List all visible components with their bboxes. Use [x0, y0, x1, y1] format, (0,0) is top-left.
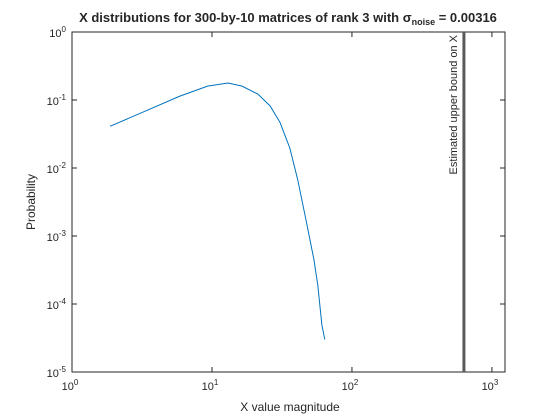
y-tick-label: 10-2: [47, 161, 67, 176]
tick-exponent: 0: [62, 25, 67, 34]
tick-base: 10: [342, 381, 354, 393]
tick-base: 10: [47, 164, 59, 176]
tick-exponent: 3: [494, 378, 499, 387]
tick-base: 10: [47, 232, 59, 244]
y-tick-label: 10-5: [47, 365, 67, 380]
x-axis-label: X value magnitude: [240, 400, 340, 414]
tick-base: 10: [47, 300, 59, 312]
plot-area: [71, 31, 506, 373]
tick-base: 10: [47, 96, 59, 108]
chart-title: X distributions for 300-by-10 matrices o…: [79, 10, 497, 27]
tick-exponent: 0: [74, 378, 79, 387]
title-subscript: noise: [412, 17, 436, 27]
tick-base: 10: [47, 368, 59, 380]
y-tick-label: 100: [49, 25, 66, 40]
y-tick-label: 10-4: [47, 297, 67, 312]
x-tick-label: 103: [482, 378, 499, 393]
tick-exponent: -3: [59, 229, 67, 238]
tick-exponent: -2: [59, 161, 67, 170]
x-tick-label: 100: [62, 378, 79, 393]
tick-exponent: -4: [59, 297, 67, 306]
data-line: [109, 82, 326, 340]
reference-label: Estimated upper bound on X: [448, 34, 460, 174]
tick-exponent: -5: [59, 365, 67, 374]
tick-base: 10: [202, 381, 214, 393]
tick-base: 10: [482, 381, 494, 393]
x-tick-label: 102: [342, 378, 359, 393]
title-suffix: = 0.00316: [435, 10, 497, 25]
tick-exponent: -1: [59, 93, 67, 102]
y-tick-label: 10-3: [47, 229, 67, 244]
tick-base: 10: [62, 381, 74, 393]
x-tick-label: 101: [202, 378, 219, 393]
y-tick-label: 10-1: [47, 93, 67, 108]
title-main: X distributions for 300-by-10 matrices o…: [79, 10, 412, 25]
tick-exponent: 2: [354, 378, 359, 387]
tick-base: 10: [49, 28, 61, 40]
tick-exponent: 1: [214, 378, 219, 387]
y-axis-label: Probability: [24, 174, 38, 230]
